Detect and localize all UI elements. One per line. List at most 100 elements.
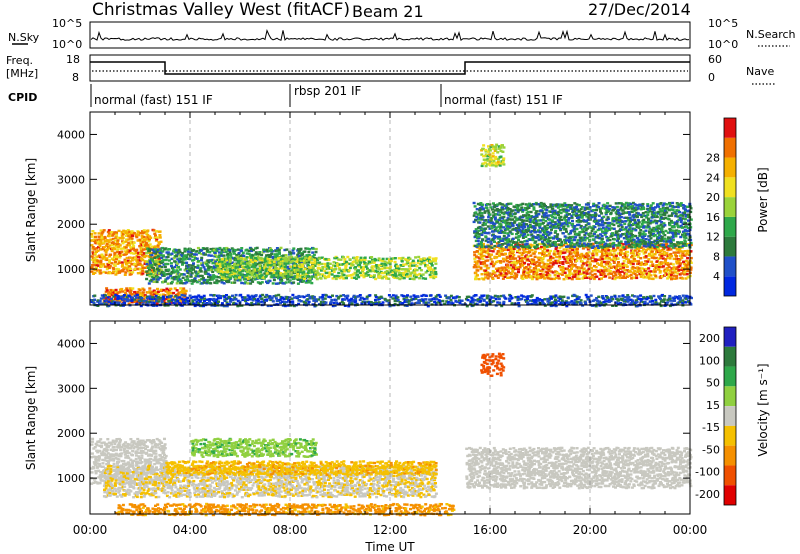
heatmap-cell xyxy=(163,280,167,283)
heatmap-cell xyxy=(104,244,108,248)
heatmap-cell xyxy=(177,276,181,279)
heatmap-cell xyxy=(307,250,311,254)
heatmap-cell xyxy=(619,240,623,243)
heatmap-cell xyxy=(134,251,138,255)
heatmap-cell xyxy=(507,238,511,241)
heatmap-cell xyxy=(634,221,637,224)
heatmap-cell xyxy=(139,293,143,297)
heatmap-cell xyxy=(671,263,675,266)
heatmap-cell xyxy=(525,219,529,222)
heatmap-cell xyxy=(154,271,157,274)
heatmap-cell xyxy=(123,245,127,249)
heatmap-cell xyxy=(650,260,654,263)
heatmap-cell xyxy=(102,246,106,249)
heatmap-cell xyxy=(576,270,580,274)
heatmap-cell xyxy=(297,254,301,258)
heatmap-cell xyxy=(541,227,545,230)
heatmap-cell xyxy=(284,269,288,272)
heatmap-cell xyxy=(119,237,122,240)
heatmap-cell xyxy=(328,262,332,265)
heatmap-cell xyxy=(645,262,648,266)
heatmap-cell xyxy=(618,202,622,205)
heatmap-cell xyxy=(591,246,595,249)
heatmap-cell xyxy=(600,234,604,238)
heatmap-cell xyxy=(311,264,315,267)
heatmap-cell xyxy=(148,270,152,273)
heatmap-cell xyxy=(185,256,189,259)
heatmap-cell xyxy=(288,250,292,254)
heatmap-cell xyxy=(156,276,160,279)
heatmap-cell xyxy=(627,211,631,214)
heatmap-cell xyxy=(569,264,573,267)
heatmap-cell xyxy=(601,246,605,249)
heatmap-cell xyxy=(515,266,518,269)
heatmap-cell xyxy=(631,201,635,205)
heatmap-cell xyxy=(658,219,662,223)
heatmap-cell xyxy=(557,210,561,214)
heatmap-cell xyxy=(130,251,133,255)
heatmap-cell xyxy=(493,222,497,225)
heatmap-cell xyxy=(142,254,146,257)
heatmap-cell xyxy=(113,231,117,234)
heatmap-cell xyxy=(172,276,176,279)
heatmap-cell xyxy=(477,218,481,221)
heatmap-cell xyxy=(215,249,219,253)
heatmap-cell xyxy=(247,249,251,253)
heatmap-cell xyxy=(551,223,555,227)
heatmap-cell xyxy=(612,261,616,264)
heatmap-cell xyxy=(492,224,496,227)
heatmap-cell xyxy=(593,247,597,250)
heatmap-cell xyxy=(330,266,334,270)
heatmap-cell xyxy=(137,233,141,237)
heatmap-cell xyxy=(292,252,296,255)
heatmap-cell xyxy=(258,276,262,280)
heatmap-cell xyxy=(666,231,670,234)
heatmap-cell xyxy=(298,278,302,281)
heatmap-cell xyxy=(260,257,264,260)
heatmap-cell xyxy=(129,235,133,239)
heatmap-cell xyxy=(323,274,327,278)
heatmap-cell xyxy=(617,216,621,220)
heatmap-cell xyxy=(490,227,494,230)
heatmap-cell xyxy=(668,202,672,206)
heatmap-cell xyxy=(124,240,128,243)
heatmap-cell xyxy=(662,247,666,251)
heatmap-cell xyxy=(363,258,367,262)
heatmap-cell xyxy=(606,221,610,225)
heatmap-cell xyxy=(96,259,100,263)
heatmap-cell xyxy=(640,261,644,264)
heatmap-cell xyxy=(380,262,384,265)
heatmap-cell xyxy=(655,222,659,225)
heatmap-cell xyxy=(573,275,577,278)
heatmap-cell xyxy=(490,260,494,263)
heatmap-cell xyxy=(370,258,374,262)
heatmap-cell xyxy=(263,258,267,261)
heatmap-cell xyxy=(493,240,496,243)
heatmap-cell xyxy=(135,233,139,236)
heatmap-cell xyxy=(517,204,521,207)
heatmap-cell xyxy=(534,235,538,239)
heatmap-cell xyxy=(167,253,171,256)
heatmap-cell xyxy=(587,254,591,257)
heatmap-cell xyxy=(592,245,596,248)
heatmap-cell xyxy=(155,250,159,253)
heatmap-cell xyxy=(178,298,182,302)
heatmap-cell xyxy=(476,239,480,242)
heatmap-cell xyxy=(354,268,358,271)
heatmap-cell xyxy=(108,261,112,264)
heatmap-cell xyxy=(189,264,193,267)
heatmap-cell xyxy=(557,277,561,280)
heatmap-cell xyxy=(587,222,591,225)
heatmap-cell xyxy=(300,257,304,261)
heatmap-cell xyxy=(604,268,608,271)
heatmap-cell xyxy=(107,263,111,267)
heatmap-cell xyxy=(648,219,652,223)
heatmap-cell xyxy=(298,265,302,269)
heatmap-cell xyxy=(600,216,604,220)
heatmap-cell xyxy=(393,271,397,275)
heatmap-cell xyxy=(408,277,412,280)
heatmap-cell xyxy=(228,260,232,263)
heatmap-cell xyxy=(488,272,492,275)
heatmap-cell xyxy=(652,230,656,233)
heatmap-cell xyxy=(628,226,632,229)
